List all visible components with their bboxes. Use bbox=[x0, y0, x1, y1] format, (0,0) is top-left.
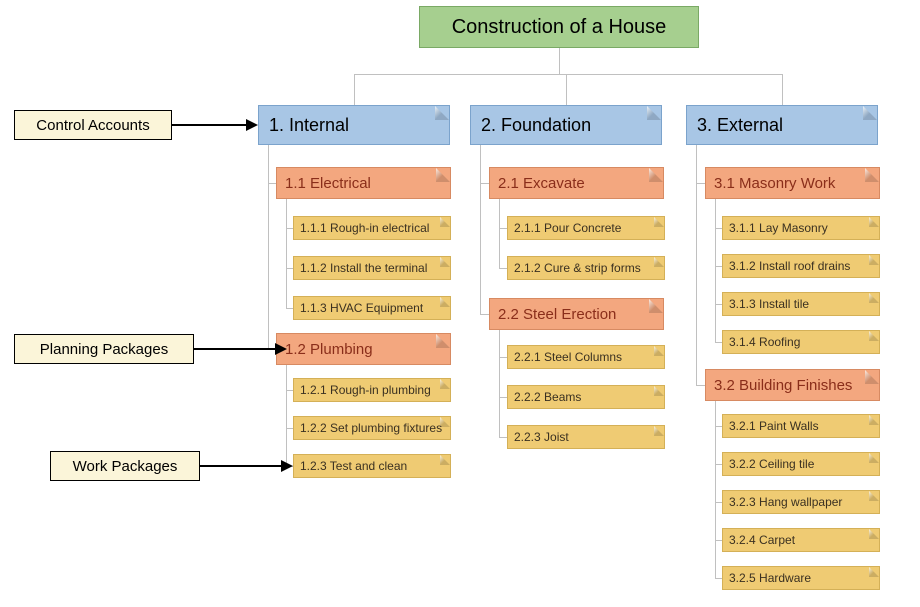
level3-node: 2.1.1 Pour Concrete bbox=[507, 216, 665, 240]
level3-node: 3.2.5 Hardware bbox=[722, 566, 880, 590]
level1-node: 1. Internal bbox=[258, 105, 450, 145]
level3-node: 2.1.2 Cure & strip forms bbox=[507, 256, 665, 280]
legend-label: Control Accounts bbox=[14, 110, 172, 140]
level2-node: 2.1 Excavate bbox=[489, 167, 664, 199]
level2-node: 3.1 Masonry Work bbox=[705, 167, 880, 199]
level3-node: 3.1.3 Install tile bbox=[722, 292, 880, 316]
legend-arrow-line bbox=[172, 124, 246, 126]
level3-node: 2.2.1 Steel Columns bbox=[507, 345, 665, 369]
level3-node: 1.2.3 Test and clean bbox=[293, 454, 451, 478]
level3-node: 2.2.3 Joist bbox=[507, 425, 665, 449]
level3-node: 3.2.2 Ceiling tile bbox=[722, 452, 880, 476]
level3-node: 1.2.1 Rough-in plumbing bbox=[293, 378, 451, 402]
level2-node: 3.2 Building Finishes bbox=[705, 369, 880, 401]
level3-node: 1.2.2 Set plumbing fixtures bbox=[293, 416, 451, 440]
legend-label: Work Packages bbox=[50, 451, 200, 481]
level3-node: 3.1.2 Install roof drains bbox=[722, 254, 880, 278]
level3-node: 1.1.2 Install the terminal bbox=[293, 256, 451, 280]
level3-node: 1.1.3 HVAC Equipment bbox=[293, 296, 451, 320]
root-node: Construction of a House bbox=[419, 6, 699, 48]
level2-node: 1.2 Plumbing bbox=[276, 333, 451, 365]
level2-node: 2.2 Steel Erection bbox=[489, 298, 664, 330]
level1-node: 2. Foundation bbox=[470, 105, 662, 145]
level3-node: 3.2.1 Paint Walls bbox=[722, 414, 880, 438]
level3-node: 1.1.1 Rough-in electrical bbox=[293, 216, 451, 240]
level3-node: 3.1.4 Roofing bbox=[722, 330, 880, 354]
level3-node: 3.1.1 Lay Masonry bbox=[722, 216, 880, 240]
legend-label: Planning Packages bbox=[14, 334, 194, 364]
level1-node: 3. External bbox=[686, 105, 878, 145]
legend-arrow-head bbox=[246, 119, 258, 131]
level3-node: 3.2.3 Hang wallpaper bbox=[722, 490, 880, 514]
level3-node: 2.2.2 Beams bbox=[507, 385, 665, 409]
legend-arrow-head bbox=[275, 343, 287, 355]
level2-node: 1.1 Electrical bbox=[276, 167, 451, 199]
legend-arrow-head bbox=[281, 460, 293, 472]
legend-arrow-line bbox=[200, 465, 281, 467]
legend-arrow-line bbox=[194, 348, 275, 350]
level3-node: 3.2.4 Carpet bbox=[722, 528, 880, 552]
